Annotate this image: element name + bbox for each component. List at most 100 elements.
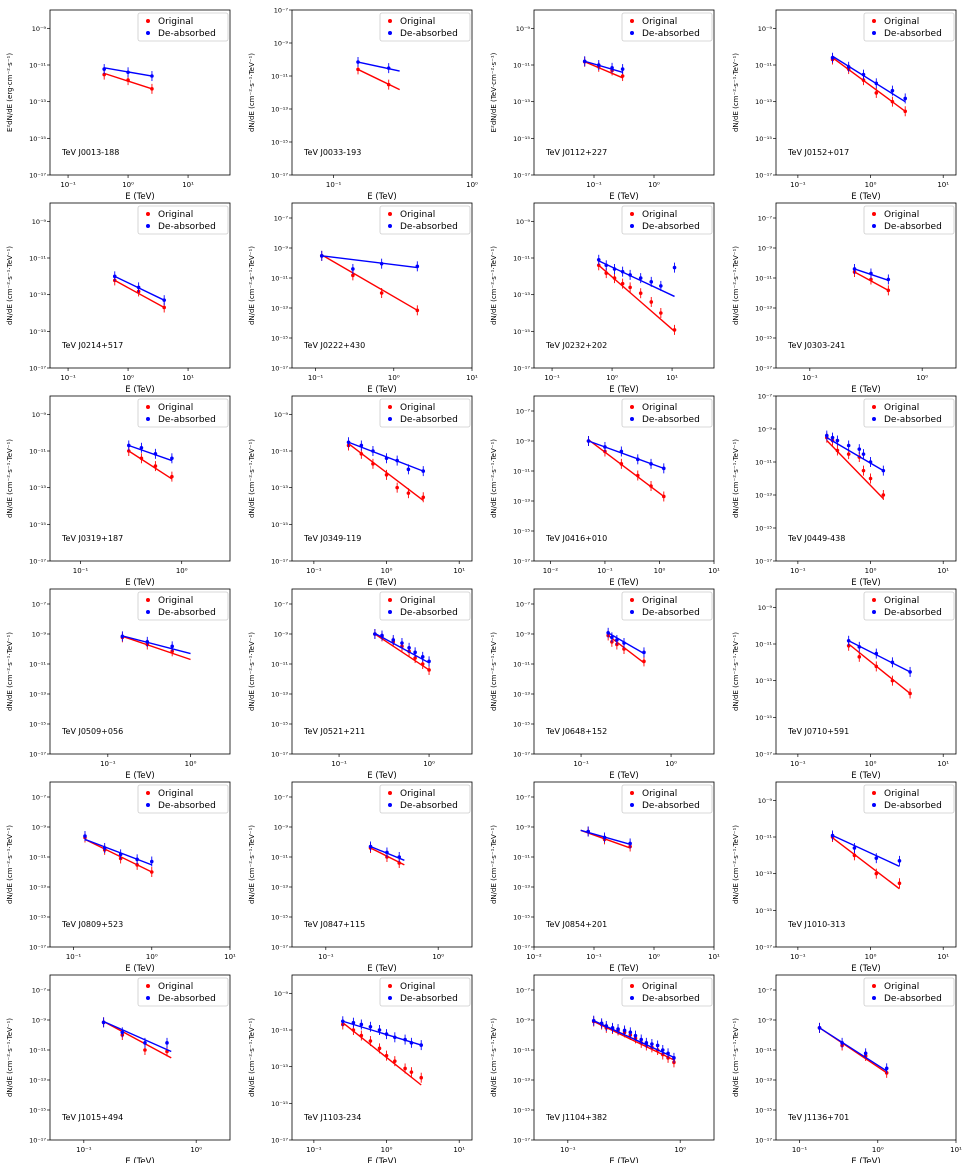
y-tick-label: 10⁻¹³ (271, 484, 288, 492)
y-axis-label: dN/dE (cm⁻²·s⁻¹·TeV⁻¹) (248, 439, 256, 518)
y-axis-label: dN/dE (cm⁻²·s⁻¹·TeV⁻¹) (6, 825, 14, 904)
x-axis-label: E (TeV) (851, 964, 881, 974)
x-tick-label: 10¹ (937, 953, 949, 961)
x-tick-label: 10⁻² (543, 567, 559, 575)
x-tick-label: 10¹ (224, 953, 236, 961)
legend-original-marker (630, 791, 634, 795)
y-tick-label: 10⁻¹¹ (271, 73, 288, 81)
deabsorbed-point (846, 638, 851, 643)
x-tick-label: 10¹ (453, 1146, 465, 1154)
x-tick-label: 10⁻¹ (308, 374, 324, 382)
original-point (890, 99, 895, 104)
original-point (368, 1039, 373, 1043)
legend-original-marker (872, 19, 876, 23)
x-axis-label: E (TeV) (125, 964, 155, 974)
x-axis-label: E (TeV) (609, 192, 639, 202)
y-tick-label: 10⁻¹⁷ (29, 558, 46, 566)
deabsorbed-point (586, 439, 591, 443)
legend-original-marker (146, 405, 150, 409)
y-tick-label: 10⁻⁹ (758, 245, 773, 253)
legend-deabsorbed-marker (146, 803, 150, 807)
legend-deabsorbed-label: De-absorbed (400, 801, 458, 811)
x-tick-label: 10⁻¹ (597, 567, 613, 575)
y-tick-label: 10⁻¹⁵ (29, 914, 46, 922)
original-point (604, 271, 609, 275)
original-point (881, 493, 886, 497)
legend-box (621, 591, 713, 621)
original-point (852, 853, 857, 858)
chart-title: TeV J0232+202 (545, 341, 607, 350)
original-point (622, 647, 626, 651)
deabsorbed-point (101, 1020, 106, 1025)
x-tick-label: 10⁰ (865, 567, 877, 575)
deabsorbed-point (881, 468, 886, 473)
original-point (886, 288, 891, 293)
original-point (162, 305, 166, 310)
deabsorbed-point (612, 267, 617, 271)
x-tick-label: 10⁻¹ (790, 953, 806, 961)
y-tick-label: 10⁻⁹ (274, 824, 289, 832)
original-point (649, 300, 654, 304)
x-tick-label: 10⁰ (648, 181, 660, 189)
deabsorbed-point (419, 1043, 424, 1047)
deabsorbed-point (120, 1030, 125, 1035)
x-axis-label: E (TeV) (125, 771, 155, 781)
original-point (903, 109, 908, 114)
deabsorbed-point (861, 452, 866, 456)
y-tick-label: 10⁻¹⁵ (755, 714, 772, 722)
original-point (619, 462, 624, 466)
deabsorbed-point (136, 285, 141, 290)
x-tick-label: 10⁻¹ (73, 567, 89, 575)
legend-deabsorbed-marker (630, 417, 634, 421)
original-point (153, 464, 158, 468)
x-tick-label: 10⁻¹ (326, 181, 342, 189)
legend-original-label: Original (884, 596, 919, 606)
legend-deabsorbed-marker (872, 31, 876, 35)
y-tick-label: 10⁻¹⁷ (513, 1137, 530, 1145)
legend-box (621, 977, 713, 1007)
deabsorbed-point (586, 829, 590, 834)
legend-box (137, 977, 229, 1007)
deabsorbed-point (628, 273, 632, 277)
original-point (620, 281, 625, 286)
deabsorbed-point (619, 449, 624, 454)
legend-original-label: Original (158, 403, 193, 413)
original-fit-line (357, 68, 400, 91)
y-tick-label: 10⁻¹⁷ (29, 1137, 46, 1145)
y-tick-label: 10⁻¹³ (29, 691, 46, 699)
y-tick-label: 10⁻⁹ (516, 25, 531, 33)
legend-box (863, 205, 955, 235)
chart-title: TeV J1136+701 (787, 1113, 849, 1122)
deabsorbed-point (620, 269, 625, 274)
deabsorbed-point (666, 1051, 670, 1056)
chart-panel: 10⁻¹ 10⁰ 10¹ 10⁻¹⁷ 10⁻¹⁵ 10⁻¹³ 10⁻¹¹ 10⁻⁹ E (TeV… (6, 202, 231, 395)
legend-box (379, 398, 471, 428)
legend-deabsorbed-label: De-absorbed (884, 994, 942, 1004)
deabsorbed-point (830, 435, 835, 440)
y-tick-label: 10⁻¹⁷ (755, 1137, 772, 1145)
legend-box (379, 977, 471, 1007)
y-tick-label: 10⁻¹⁷ (755, 944, 772, 952)
legend-original-label: Original (884, 403, 919, 413)
legend-original-marker (872, 598, 876, 602)
legend-deabsorbed-label: De-absorbed (400, 994, 458, 1004)
deabsorbed-point (610, 635, 614, 640)
legend-deabsorbed-marker (630, 803, 634, 807)
legend-original-label: Original (158, 789, 193, 799)
chart-panel: 10⁻¹ 10⁰ 10⁻¹⁷ 10⁻¹⁵ 10⁻¹³ 10⁻¹¹ 10⁻⁹ 10⁻⁷ E (Te… (6, 974, 231, 1163)
y-tick-label: 10⁻¹³ (513, 691, 530, 699)
y-tick-label: 10⁻¹³ (271, 305, 288, 313)
legend-deabsorbed-marker (630, 610, 634, 614)
deabsorbed-point (830, 833, 835, 838)
deabsorbed-point (427, 659, 431, 664)
deabsorbed-point (852, 267, 857, 271)
legend-original-label: Original (642, 17, 677, 27)
original-fit-line (854, 271, 889, 291)
x-tick-label: 10⁻¹ (802, 374, 818, 382)
deabsorbed-point (150, 74, 154, 78)
deabsorbed-point (672, 1056, 676, 1060)
legend-original-marker (630, 984, 634, 988)
deabsorbed-point (356, 60, 360, 64)
original-point (661, 494, 666, 499)
legend-deabsorbed-marker (872, 610, 876, 614)
